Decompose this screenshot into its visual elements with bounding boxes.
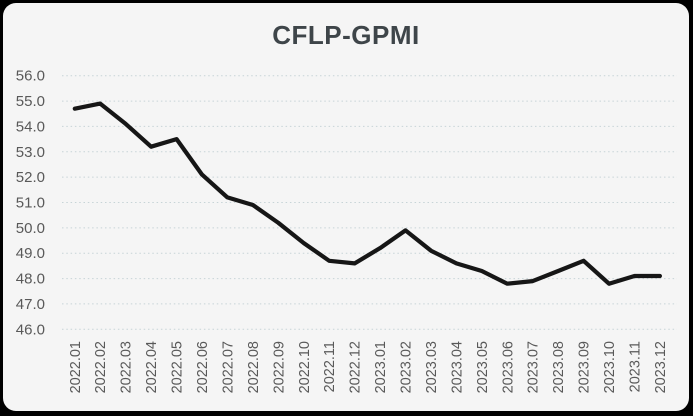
y-axis-tick-label: 56.0 [16, 68, 45, 85]
y-axis-tick-label: 48.0 [16, 271, 45, 288]
y-axis-tick-label: 52.0 [16, 169, 45, 186]
y-axis-tick-label: 47.0 [16, 296, 45, 313]
x-axis-tick-label: 2023.07 [526, 341, 542, 393]
x-axis-tick-label: 2022.05 [170, 341, 186, 393]
x-axis-tick-label: 2022.10 [297, 341, 313, 393]
x-axis-tick-label: 2022.04 [144, 341, 160, 393]
x-axis-tick-label: 2023.04 [449, 341, 465, 393]
x-axis-tick-label: 2023.10 [602, 341, 618, 393]
series-line [72, 101, 663, 286]
x-axis-tick-label: 2023.08 [551, 341, 567, 393]
y-axis-tick-label: 53.0 [16, 144, 45, 161]
x-axis-tick-label: 2023.05 [475, 341, 491, 393]
y-axis-tick-label: 51.0 [16, 195, 45, 212]
x-axis-tick-label: 2022.02 [93, 341, 109, 393]
y-axis-tick-label: 50.0 [16, 220, 45, 237]
y-axis-tick-label: 46.0 [16, 321, 45, 338]
x-axis-tick-label: 2023.06 [500, 341, 516, 393]
y-axis-tick-label: 55.0 [16, 93, 45, 110]
x-axis-tick-label: 2022.11 [322, 341, 338, 392]
x-axis-tick-label: 2022.06 [195, 341, 211, 393]
y-axis-tick-label: 54.0 [16, 118, 45, 135]
x-axis-tick-label: 2023.02 [399, 341, 415, 393]
x-axis-tick-label: 2023.12 [653, 341, 669, 393]
x-axis-tick-label: 2022.12 [348, 341, 364, 393]
x-axis-tick-label: 2022.03 [119, 341, 135, 393]
x-axis-tick-label: 2023.11 [628, 341, 644, 392]
x-axis-tick-label: 2022.09 [271, 341, 287, 393]
x-axis-tick-label: 2022.01 [68, 341, 84, 393]
x-axis-tick-label: 2023.09 [577, 341, 593, 393]
chart-title: CFLP-GPMI [272, 20, 420, 50]
y-axis-tick-label: 49.0 [16, 245, 45, 262]
chart-panel: CFLP-GPMI [3, 3, 689, 411]
x-axis-tick-label: 2023.03 [424, 341, 440, 393]
x-axis-tick-label: 2022.07 [220, 341, 236, 393]
x-axis-tick-label: 2022.08 [246, 341, 262, 393]
x-axis-tick-label: 2023.01 [373, 341, 389, 393]
